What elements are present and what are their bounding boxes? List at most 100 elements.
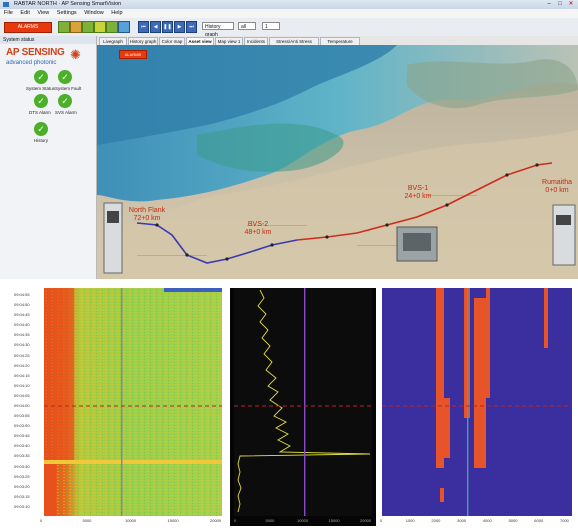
x-tick-label: 1000	[405, 518, 415, 523]
x-tick-label: 0	[40, 518, 43, 523]
time-tick-label: 09:04:15	[14, 372, 30, 378]
first-icon[interactable]: ⏮	[138, 21, 149, 33]
site-rumaitha[interactable]: Rumaitha 0+0 km	[535, 179, 578, 195]
site-bvs-2[interactable]: BVS-2 48+0 km	[233, 221, 283, 237]
x-tick-label: 0	[234, 518, 237, 523]
tab-history-graph[interactable]: History graph	[128, 37, 158, 45]
x-tick-label: 20000	[360, 518, 372, 523]
minimize-button[interactable]: –	[547, 1, 551, 7]
trace-line	[237, 289, 371, 513]
svs-alarm-label: SVS Alarm	[55, 110, 77, 115]
menu-file[interactable]: File	[4, 10, 13, 16]
class-map-plot[interactable]	[380, 288, 574, 526]
site-bvs-1[interactable]: BVS-1 24+0 km	[393, 185, 443, 201]
x-tick-label: 20000	[210, 518, 222, 523]
time-tick-label: 09:04:20	[14, 362, 30, 368]
site-bvs-1-name: BVS-1	[407, 185, 429, 192]
x-tick-label: 6000	[534, 518, 544, 523]
site-rumaitha-name: Rumaitha	[542, 179, 572, 186]
tool-icon-4[interactable]	[94, 21, 106, 33]
alarm-button[interactable]: ALARMS	[4, 22, 52, 33]
time-tick-label: 09:03:35	[14, 453, 30, 459]
time-tick-label: 09:03:20	[14, 483, 30, 489]
history-check-icon[interactable]: ✓	[34, 122, 48, 136]
x-tick-label: 2000	[431, 518, 441, 523]
tab-incidents[interactable]: Incidents	[244, 37, 268, 45]
waterfall-plot[interactable]	[14, 288, 225, 526]
history-label: History	[34, 138, 49, 143]
time-tick-label: 09:04:25	[14, 352, 30, 358]
tab-temperature-graph[interactable]: Temperature graph	[320, 37, 360, 52]
logo-text: AP SENSING	[6, 47, 65, 58]
svs-alarm-check-icon[interactable]: ✓	[58, 94, 72, 108]
site-bvs-2-km: 48+0 km	[244, 229, 272, 236]
time-tick-label: 09:03:10	[14, 503, 30, 509]
rumaitha-cabinet	[552, 204, 576, 266]
time-tick-label: 09:04:00	[14, 403, 30, 408]
tab-color-map[interactable]: Color map	[159, 37, 185, 45]
close-button[interactable]: ✕	[568, 1, 574, 7]
system-fault-label: System Fault	[55, 86, 82, 91]
x-tick-label: 10000	[125, 518, 137, 523]
tab-bar: Livegraph History graph Color map Asset …	[97, 36, 578, 52]
app-icon	[3, 2, 9, 7]
tool-icon-3[interactable]	[82, 21, 94, 33]
pause-icon[interactable]: ❚❚	[162, 21, 173, 33]
time-tick-label: 09:04:50	[14, 302, 30, 308]
time-tick-label: 09:03:15	[14, 493, 30, 499]
prev-icon[interactable]: ◀	[150, 21, 161, 33]
tab-stress-graph[interactable]: Stress/Anti Stress graph	[269, 37, 319, 52]
time-tick-label: 09:03:55	[14, 413, 30, 419]
route-segment-west	[136, 222, 298, 264]
system-status-label: System Status	[26, 86, 56, 91]
time-tick-label: 09:03:45	[14, 433, 30, 439]
x-tick-label: 15000	[328, 518, 340, 523]
site-bvs-2-name: BVS-2	[247, 221, 269, 228]
time-tick-label: 09:04:10	[14, 382, 30, 388]
tool-icon-6[interactable]	[118, 21, 130, 33]
site-north-flank-km: 72+0 km	[133, 215, 161, 222]
tool-icon-5[interactable]	[106, 21, 118, 33]
map-view[interactable]: ALARMS North Flank 72+0 km BVS-2 48+0 km…	[97, 45, 578, 279]
menu-edit[interactable]: Edit	[20, 10, 30, 16]
x-tick-label: 3000	[457, 518, 467, 523]
time-tick-label: 09:04:45	[14, 312, 30, 318]
system-fault-check-icon[interactable]: ✓	[58, 70, 72, 84]
satellite-map	[97, 45, 578, 279]
trace-plot[interactable]	[230, 288, 376, 526]
class-map-panel: 0 1000 2000 3000 4000 5000 6000 7000	[380, 288, 574, 526]
x-tick-label: 4000	[482, 518, 492, 523]
time-tick-label: 09:03:30	[14, 463, 30, 469]
x-tick-label: 5000	[508, 518, 518, 523]
time-tick-label: 09:04:40	[14, 322, 30, 328]
map-alarm-button[interactable]: ALARMS	[119, 50, 147, 59]
last-icon[interactable]: ⏭	[186, 21, 197, 33]
dts-alarm-check-icon[interactable]: ✓	[34, 94, 48, 108]
menu-window[interactable]: Window	[84, 10, 104, 16]
tab-livegraph[interactable]: Livegraph	[99, 37, 127, 45]
zone-combo[interactable]: all	[238, 22, 256, 30]
count-combo[interactable]: 1	[262, 22, 280, 30]
site-north-flank-name: North Flank	[128, 207, 166, 214]
site-north-flank[interactable]: North Flank 72+0 km	[117, 207, 177, 223]
system-status-check-icon[interactable]: ✓	[34, 70, 48, 84]
tab-map-view[interactable]: Map view 1	[215, 37, 243, 45]
menu-settings[interactable]: Settings	[56, 10, 77, 16]
menu-view[interactable]: View	[37, 10, 50, 16]
toolbar: ALARMS ⏮ ◀ ❚❚ ▶ ⏭ History graph all 1	[0, 18, 578, 38]
route-segment-east	[296, 162, 553, 241]
dts-alarm-label: DTS Alarm	[29, 110, 51, 115]
menu-help[interactable]: Help	[111, 10, 123, 16]
tool-icon-2[interactable]	[70, 21, 82, 33]
waterfall-panel: 09:04:55 09:04:50 09:04:45 09:04:40 09:04:35…	[14, 288, 225, 526]
x-tick-label: 15000	[167, 518, 179, 523]
history-combo[interactable]: History graph	[202, 22, 234, 38]
time-tick-label: 09:03:50	[14, 423, 30, 429]
next-icon[interactable]: ▶	[174, 21, 185, 33]
maximize-button[interactable]: □	[558, 1, 562, 7]
x-tick-label: 10000	[297, 518, 309, 523]
tool-icon-1[interactable]	[58, 21, 70, 33]
x-tick-label: 0	[380, 518, 383, 523]
tab-asset-view[interactable]: Asset view 1	[186, 37, 214, 52]
x-tick-label: 5000	[265, 518, 275, 523]
